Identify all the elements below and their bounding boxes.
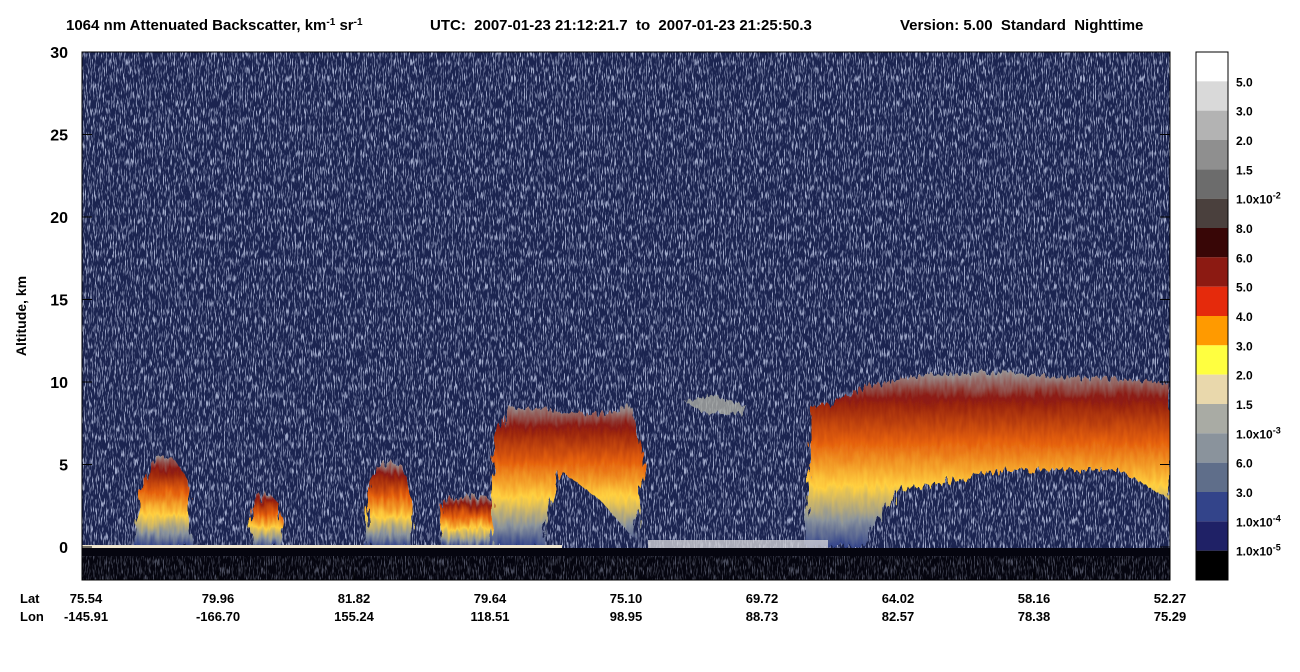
y-tick-label: 0 [59,540,68,557]
x-row-name: Lon [20,609,44,624]
x-tick-label: 79.96 [202,591,235,606]
title-text: 1064 nm Attenuated Backscatter, km [66,17,326,34]
colorbar-swatch [1196,374,1228,404]
colorbar-swatch [1196,345,1228,375]
colorbar-label: 6.0 [1236,251,1253,265]
colorbar-label: 1.0x10-5 [1236,543,1281,559]
colorbar-label: 3.0 [1236,105,1253,119]
x-tick-label: 75.29 [1154,609,1187,624]
plot-image [82,52,1170,580]
x-tick-label: 155.24 [334,609,375,624]
colorbar-label-text: 8.0 [1236,222,1253,236]
colorbar-label: 1.5 [1236,398,1253,412]
version: Version: 5.00 Standard Nighttime [900,17,1143,34]
colorbar-label: 5.0 [1236,281,1253,295]
colorbar-swatch [1196,140,1228,170]
colorbar-swatch [1196,52,1228,82]
colorbar-swatch [1196,316,1228,346]
x-tick-label: 79.64 [474,591,507,606]
colorbar-label-text: 1.0x10 [1236,545,1273,559]
utc-range: UTC: 2007-01-23 21:12:21.7 to 2007-01-23… [430,17,812,34]
title-sup: -1 [354,17,363,28]
colorbar-label-text: 4.0 [1236,310,1253,324]
y-tick-label: 25 [50,128,68,145]
colorbar-label: 6.0 [1236,457,1253,471]
colorbar-label: 3.0 [1236,339,1253,353]
colorbar-label: 8.0 [1236,222,1253,236]
colorbar-label-text: 6.0 [1236,457,1253,471]
y-tick-label: 10 [50,375,68,392]
colorbar-swatch [1196,404,1228,434]
y-tick-label: 30 [50,45,68,62]
x-tick-label: 81.82 [338,591,371,606]
colorbar-label-text: 5.0 [1236,75,1253,89]
colorbar-label-text: 3.0 [1236,105,1253,119]
x-tick-label: 75.10 [610,591,643,606]
y-tick-label: 20 [50,210,68,227]
colorbar-label: 4.0 [1236,310,1253,324]
colorbar: 5.03.02.01.51.0x10-28.06.05.04.03.02.01.… [1195,51,1281,581]
colorbar-label-sup: -3 [1273,425,1281,435]
x-tick-label: 69.72 [746,591,779,606]
colorbar-swatch [1196,286,1228,316]
x-tick-label: 82.57 [882,609,915,624]
colorbar-label-text: 2.0 [1236,134,1253,148]
x-tick-label: 78.38 [1018,609,1051,624]
colorbar-label-text: 3.0 [1236,339,1253,353]
colorbar-swatch [1196,462,1228,492]
colorbar-label-text: 1.0x10 [1236,193,1273,207]
colorbar-swatch [1196,257,1228,287]
chart-title: 1064 nm Attenuated Backscatter, km-1 sr-… [66,17,363,35]
colorbar-swatch [1196,521,1228,551]
colorbar-swatch [1196,550,1228,580]
colorbar-label-text: 1.0x10 [1236,515,1273,529]
colorbar-swatch [1196,198,1228,228]
x-tick-label: 75.54 [70,591,103,606]
x-tick-label: 98.95 [610,609,643,624]
colorbar-swatch [1196,110,1228,140]
colorbar-label: 1.0x10-4 [1236,513,1281,529]
colorbar-swatch [1196,81,1228,111]
colorbar-swatch [1196,433,1228,463]
title-sup: -1 [326,17,335,28]
colorbar-label: 1.0x10-2 [1236,191,1281,207]
colorbar-label-sup: -4 [1273,513,1281,523]
y-tick-label: 15 [50,293,68,310]
colorbar-label-text: 1.0x10 [1236,427,1273,441]
y-axis-label: Altitude, km [13,276,29,356]
colorbar-swatch [1196,228,1228,258]
colorbar-label: 1.0x10-3 [1236,425,1281,441]
colorbar-label-text: 6.0 [1236,251,1253,265]
x-tick-label: 118.51 [470,609,509,624]
x-tick-label: -145.91 [64,609,108,624]
colorbar-label: 1.5 [1236,163,1253,177]
colorbar-label-text: 1.5 [1236,398,1253,412]
colorbar-label-text: 2.0 [1236,369,1253,383]
colorbar-label-text: 1.5 [1236,163,1253,177]
colorbar-label-sup: -5 [1273,543,1281,553]
colorbar-frame [1195,51,1229,581]
x-tick-label: 64.02 [882,591,915,606]
colorbar-label-sup: -2 [1273,191,1281,201]
x-tick-label: 52.27 [1154,591,1187,606]
x-tick-label: 58.16 [1018,591,1051,606]
colorbar-swatch [1196,169,1228,199]
axes: 0 5 10 15 20 25 30 Lat 75.54 79.96 81.82 79.64 75.10… [20,45,1186,624]
colorbar-label: 5.0 [1236,75,1253,89]
x-tick-label: -166.70 [196,609,240,624]
colorbar-label-text: 5.0 [1236,281,1253,295]
colorbar-label: 2.0 [1236,369,1253,383]
x-tick-label: 88.73 [746,609,779,624]
x-row-name: Lat [20,591,40,606]
colorbar-swatch [1196,492,1228,522]
colorbar-label: 3.0 [1236,486,1253,500]
title-unit: sr [335,17,354,34]
y-tick-label: 5 [59,458,68,475]
colorbar-label-text: 3.0 [1236,486,1253,500]
colorbar-label: 2.0 [1236,134,1253,148]
